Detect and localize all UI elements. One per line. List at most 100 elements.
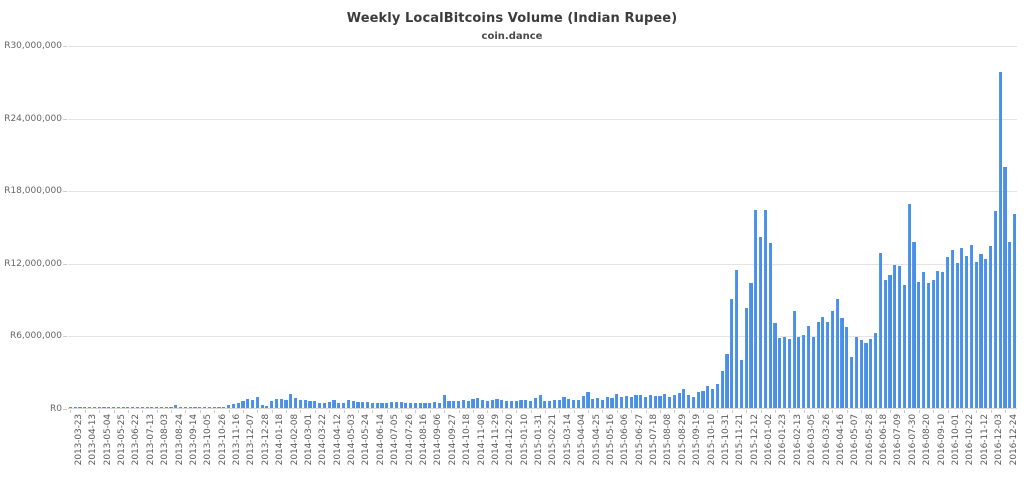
bar[interactable] — [385, 403, 389, 408]
bar[interactable] — [576, 399, 581, 408]
bar[interactable] — [409, 403, 413, 408]
bar[interactable] — [758, 237, 763, 408]
bar[interactable] — [744, 307, 748, 408]
bar[interactable] — [917, 282, 921, 408]
bar[interactable] — [87, 407, 92, 408]
bar[interactable] — [936, 271, 940, 408]
bar[interactable] — [318, 402, 322, 408]
bar[interactable] — [356, 402, 360, 408]
bar[interactable] — [207, 407, 211, 408]
bar[interactable] — [495, 399, 499, 408]
bar[interactable] — [912, 242, 916, 408]
bar[interactable] — [260, 405, 264, 408]
bar[interactable] — [691, 397, 696, 408]
bar[interactable] — [423, 403, 427, 408]
bar[interactable] — [1003, 167, 1007, 408]
bar[interactable] — [711, 389, 715, 408]
bar[interactable] — [231, 404, 235, 408]
bar[interactable] — [68, 407, 72, 408]
bar[interactable] — [998, 71, 1002, 408]
bar[interactable] — [246, 399, 250, 408]
bar[interactable] — [989, 245, 993, 408]
bar[interactable] — [524, 399, 528, 408]
bar[interactable] — [102, 407, 106, 408]
bar[interactable] — [255, 397, 259, 408]
bar[interactable] — [179, 406, 183, 408]
bar[interactable] — [538, 395, 542, 408]
bar[interactable] — [965, 255, 969, 408]
bar[interactable] — [854, 336, 858, 408]
bar[interactable] — [835, 299, 839, 408]
bar[interactable] — [629, 396, 633, 408]
bar[interactable] — [806, 325, 811, 408]
bar[interactable] — [591, 399, 595, 408]
bar[interactable] — [897, 266, 902, 408]
bar[interactable] — [624, 395, 628, 408]
bar[interactable] — [1008, 242, 1012, 408]
bar[interactable] — [893, 265, 897, 408]
bar[interactable] — [802, 335, 806, 408]
bar[interactable] — [620, 396, 624, 408]
bar[interactable] — [145, 407, 149, 408]
bar[interactable] — [509, 401, 513, 408]
bar[interactable] — [188, 407, 192, 408]
bar[interactable] — [437, 402, 442, 408]
bar[interactable] — [203, 407, 207, 408]
bar[interactable] — [428, 402, 432, 408]
bar[interactable] — [768, 243, 772, 408]
bar[interactable] — [787, 339, 791, 408]
bar[interactable] — [126, 407, 130, 408]
bar[interactable] — [552, 400, 557, 408]
bar[interactable] — [993, 210, 997, 408]
bar[interactable] — [332, 400, 336, 408]
bar[interactable] — [696, 392, 700, 408]
bar[interactable] — [303, 400, 307, 408]
bar[interactable] — [979, 254, 983, 408]
bar[interactable] — [351, 401, 355, 408]
bar[interactable] — [485, 401, 489, 408]
bar[interactable] — [639, 395, 643, 408]
bar[interactable] — [1013, 214, 1017, 408]
bar[interactable] — [361, 401, 365, 408]
bar[interactable] — [217, 406, 221, 408]
bar[interactable] — [404, 402, 408, 408]
bar[interactable] — [270, 400, 274, 408]
bar[interactable] — [327, 401, 331, 408]
bar[interactable] — [667, 396, 672, 408]
bar[interactable] — [236, 402, 240, 408]
bar[interactable] — [73, 407, 77, 408]
bar[interactable] — [155, 407, 159, 408]
bar[interactable] — [490, 400, 494, 408]
bar[interactable] — [830, 311, 835, 408]
bar[interactable] — [274, 399, 279, 408]
bar[interactable] — [442, 395, 446, 408]
bar[interactable] — [193, 407, 197, 408]
bar[interactable] — [859, 340, 863, 408]
bar[interactable] — [308, 400, 312, 408]
bar[interactable] — [298, 399, 303, 408]
bar[interactable] — [984, 259, 988, 408]
bar[interactable] — [658, 395, 662, 408]
bar[interactable] — [974, 261, 978, 408]
bar[interactable] — [864, 342, 868, 408]
bar[interactable] — [365, 402, 370, 408]
bar[interactable] — [883, 279, 887, 408]
bar[interactable] — [653, 396, 657, 408]
bar[interactable] — [797, 336, 801, 408]
bar[interactable] — [687, 395, 691, 408]
bar[interactable] — [821, 317, 825, 408]
bar[interactable] — [596, 397, 600, 408]
bar[interactable] — [816, 322, 820, 408]
bar[interactable] — [78, 407, 82, 408]
bar[interactable] — [926, 283, 930, 408]
bar[interactable] — [418, 402, 422, 408]
bar[interactable] — [730, 299, 734, 408]
bar[interactable] — [471, 399, 475, 408]
bar[interactable] — [572, 400, 576, 408]
bar[interactable] — [557, 399, 561, 408]
bar[interactable] — [548, 400, 552, 408]
bar[interactable] — [826, 322, 830, 408]
bar[interactable] — [447, 400, 451, 408]
bar[interactable] — [902, 284, 906, 408]
bar[interactable] — [715, 383, 720, 408]
